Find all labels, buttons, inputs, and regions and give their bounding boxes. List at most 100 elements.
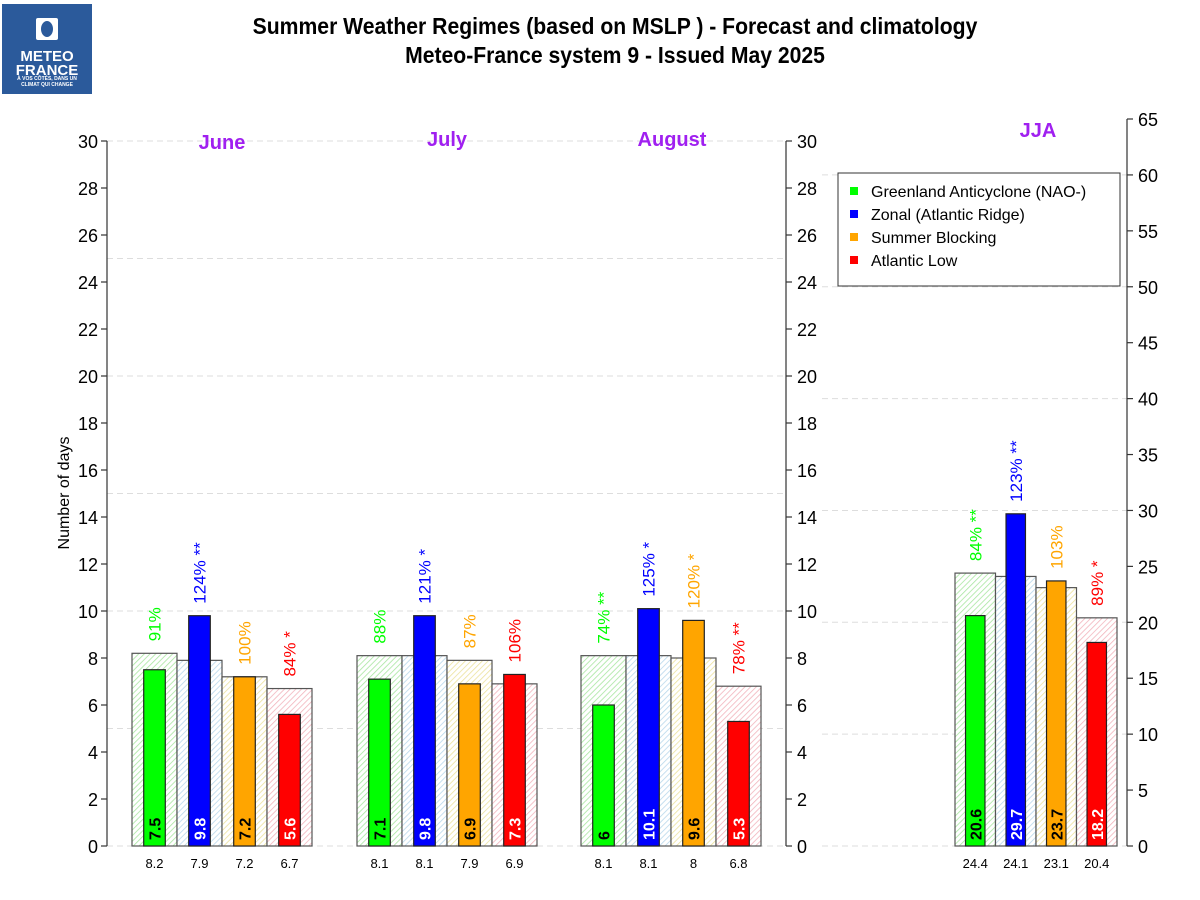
percent-anomaly-label: 103%	[1047, 525, 1066, 568]
forecast-bar-blocking	[458, 683, 481, 847]
forecast-value-label: 29.7	[1009, 809, 1026, 840]
climatology-value-label: 8.1	[415, 856, 433, 871]
climatology-value-label: 7.9	[190, 856, 208, 871]
right-tick-label: 15	[1138, 669, 1158, 689]
middle-tick-label: 4	[797, 743, 807, 763]
axes: 0246810121416182022242628300246810121416…	[56, 110, 1158, 857]
forecast-value-label: 9.6	[687, 818, 704, 840]
logo-symbol-icon	[36, 18, 58, 40]
middle-tick-label: 8	[797, 649, 807, 669]
middle-tick-label: 30	[797, 132, 817, 152]
climatology-value-label: 8.2	[145, 856, 163, 871]
right-tick-label: 50	[1138, 278, 1158, 298]
forecast-bar-greenland	[368, 678, 391, 847]
forecast-bar-atlantic_low	[278, 713, 301, 847]
left-tick-label: 8	[88, 649, 98, 669]
percent-anomaly-label: 100%	[236, 621, 255, 664]
forecast-value-label: 9.8	[418, 818, 435, 840]
forecast-bar-zonal	[637, 608, 660, 847]
forecast-value-label: 23.7	[1049, 809, 1066, 840]
forecast-bar-greenland	[143, 669, 166, 847]
right-tick-label: 5	[1138, 781, 1148, 801]
forecast-bar-atlantic_low	[1086, 641, 1108, 847]
percent-anomaly-label: 74% **	[595, 591, 614, 643]
chart-title: Summer Weather Regimes (based on MSLP ) …	[49, 12, 1181, 70]
legend-label-blocking: Summer Blocking	[871, 230, 996, 247]
middle-tick-label: 26	[797, 226, 817, 246]
left-tick-label: 10	[78, 602, 98, 622]
climatology-value-label: 6.8	[729, 856, 747, 871]
right-tick-label: 10	[1138, 725, 1158, 745]
climatology-value-label: 8	[690, 856, 697, 871]
right-tick-label: 60	[1138, 166, 1158, 186]
climatology-value-label: 24.1	[1003, 856, 1028, 871]
chart-title-line1: Summer Weather Regimes (based on MSLP ) …	[252, 13, 978, 39]
percent-anomaly-label: 125% *	[640, 541, 659, 596]
month-label-june: June	[199, 132, 246, 154]
middle-tick-label: 16	[797, 461, 817, 481]
left-tick-label: 30	[78, 132, 98, 152]
forecast-value-label: 7.1	[373, 818, 390, 840]
logo-tagline1: À VOS CÔTÉS, DANS UN	[17, 76, 77, 82]
left-tick-label: 28	[78, 179, 98, 199]
legend-swatch-zonal	[850, 210, 858, 218]
forecast-value-label: 7.3	[508, 818, 525, 840]
forecast-value-label: 7.5	[148, 818, 165, 840]
bars	[131, 513, 1118, 847]
right-tick-label: 25	[1138, 557, 1158, 577]
left-tick-label: 6	[88, 696, 98, 716]
legend-swatch-greenland	[850, 187, 858, 195]
forecast-value-label: 9.8	[193, 818, 210, 840]
climatology-value-label: 6.7	[280, 856, 298, 871]
forecast-bar-zonal	[188, 615, 211, 847]
left-tick-label: 2	[88, 790, 98, 810]
legend-label-greenland: Greenland Anticyclone (NAO-)	[871, 184, 1086, 201]
meteo-france-logo: METEO FRANCE À VOS CÔTÉS, DANS UN CLIMAT…	[2, 4, 92, 94]
forecast-bar-atlantic_low	[503, 673, 526, 847]
left-tick-label: 22	[78, 320, 98, 340]
chart-subtitle: Meteo-France system 9 - Issued May 2025	[405, 42, 825, 68]
logo-tagline: À VOS CÔTÉS, DANS UN CLIMAT QUI CHANGE	[2, 76, 92, 88]
month-label-jja: JJA	[1020, 120, 1057, 142]
percent-anomaly-label: 121% *	[416, 548, 435, 603]
percent-anomaly-label: 106%	[506, 619, 525, 662]
climatology-value-label: 7.9	[460, 856, 478, 871]
left-tick-label: 26	[78, 226, 98, 246]
percent-anomaly-label: 120% *	[685, 553, 704, 608]
middle-tick-label: 20	[797, 367, 817, 387]
forecast-value-label: 20.6	[968, 809, 985, 840]
percent-anomaly-label: 124% **	[191, 542, 210, 604]
legend-swatch-blocking	[850, 233, 858, 241]
legend-swatch-atlantic_low	[850, 256, 858, 264]
forecast-bar-zonal	[1005, 513, 1027, 847]
forecast-value-label: 18.2	[1090, 809, 1107, 840]
forecast-value-label: 5.3	[732, 818, 749, 840]
forecast-value-label: 6	[597, 831, 614, 840]
percent-anomaly-label: 123% **	[1007, 440, 1026, 502]
right-tick-label: 20	[1138, 613, 1158, 633]
logo-line2: FRANCE	[15, 62, 79, 79]
climatology-value-label: 24.4	[963, 856, 988, 871]
climatology-value-label: 6.9	[505, 856, 523, 871]
legend-label-atlantic_low: Atlantic Low	[871, 253, 958, 270]
percent-anomaly-label: 84% *	[281, 631, 300, 677]
forecast-bar-blocking	[233, 676, 256, 847]
right-tick-label: 45	[1138, 334, 1158, 354]
left-tick-label: 20	[78, 367, 98, 387]
legend-label-zonal: Zonal (Atlantic Ridge)	[871, 207, 1025, 224]
left-tick-label: 24	[78, 273, 98, 293]
right-tick-label: 30	[1138, 501, 1158, 521]
left-tick-label: 0	[88, 837, 98, 857]
middle-tick-label: 14	[797, 508, 817, 528]
middle-tick-label: 24	[797, 273, 817, 293]
month-label-august: August	[638, 129, 707, 151]
middle-tick-label: 2	[797, 790, 807, 810]
legend: Greenland Anticyclone (NAO-) Zonal (Atlan…	[837, 172, 1121, 287]
right-tick-label: 0	[1138, 837, 1148, 857]
percent-anomaly-label: 78% **	[730, 622, 749, 674]
labels: June 7.5 8.2 91% 9.8 7.9 124% ** 7.2 7.2 100% 5.6 6…	[145, 120, 1109, 871]
middle-tick-label: 12	[797, 555, 817, 575]
left-tick-label: 18	[78, 414, 98, 434]
forecast-value-label: 7.2	[238, 818, 255, 840]
